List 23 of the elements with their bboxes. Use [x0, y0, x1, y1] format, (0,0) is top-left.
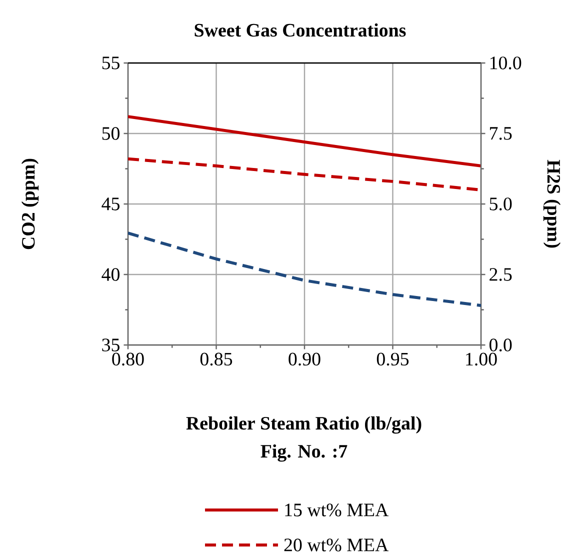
- y2-tick-label: 7.5: [490, 127, 512, 140]
- x-tick-label: 0.95: [376, 352, 409, 366]
- x-tick-label: 1.00: [466, 352, 497, 366]
- x-tick-label: 0.80: [112, 352, 144, 366]
- y2-axis-title: H2S (ppm): [543, 160, 561, 248]
- legend-label: 15 wt% MEA: [285, 504, 389, 516]
- x-tick-label: 0.90: [288, 352, 320, 366]
- y2-tick-label: 5.0: [490, 198, 512, 210]
- x-tick-label: 0.85: [200, 352, 232, 366]
- y-tick-label: 35: [102, 338, 120, 352]
- y-tick-label: 50: [102, 127, 120, 140]
- y-axis-title: CO2 (ppm): [21, 158, 39, 250]
- legend-label: 20 wt% MEA: [284, 538, 389, 552]
- text: Fig. No. :7: [260, 444, 348, 462]
- y-tick-label: 55: [102, 56, 120, 70]
- y2-tick-label: 10.0: [490, 56, 522, 70]
- y-tick-label: 40: [102, 268, 120, 281]
- x-axis-title: Reboiler Steam Ratio (lb/gal): [186, 416, 422, 434]
- y2-tick-label: 0.0: [489, 338, 512, 352]
- line-series: [128, 232, 482, 308]
- chart-title: Sweet Gas Concentrations: [194, 23, 406, 37]
- y2-tick-label: 2.5: [490, 268, 512, 281]
- y-tick-label: 45: [102, 198, 120, 210]
